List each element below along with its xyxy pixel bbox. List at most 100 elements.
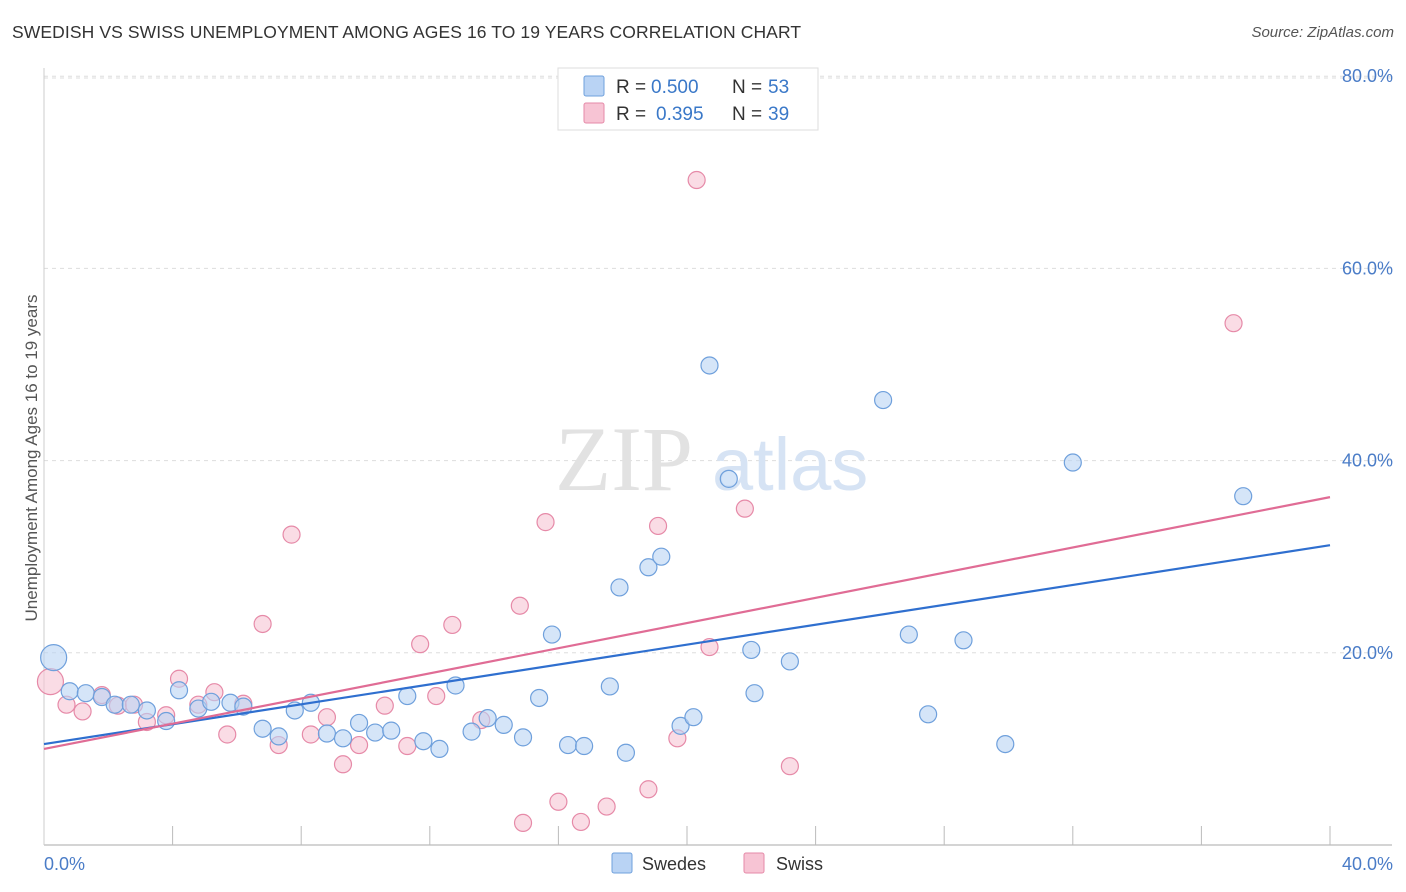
y-tick-label-3: 80.0% [1342,66,1393,86]
bottom-legend-swatch-swiss [743,852,765,874]
swedes-point-36 [616,743,636,762]
swiss-point-21 [398,736,417,756]
swedes-point-10 [202,692,221,711]
swiss-point-22 [411,635,430,654]
swedes-point-45 [780,652,799,671]
swedes-point-28 [494,715,513,734]
swedes-point-33 [575,736,594,756]
swedes-point-18 [333,729,353,748]
swiss-point-17 [317,708,337,727]
legend-n-value-swedes: 53 [768,77,789,98]
swiss-point-23 [427,686,446,706]
swiss-point-24 [443,615,462,635]
swedes-point-31 [542,625,562,644]
swedes-point-1 [60,682,79,701]
swedes-point-37 [639,558,658,577]
swiss-point-15 [282,525,301,544]
legend-r-label-swiss: R = [616,104,646,125]
swedes-point-49 [954,631,973,650]
x-tick-label-0: 0.0% [44,854,85,874]
swedes-point-13 [253,719,272,738]
swedes-point-29 [513,728,533,747]
x-tick-label-1: 40.0% [1342,854,1393,874]
swedes-trend-line [43,544,1331,746]
swedes-point-21 [382,721,401,740]
swedes-point-48 [919,705,938,724]
swiss-point-13 [253,614,272,634]
swedes-point-6 [137,701,156,720]
swedes-point-19 [349,713,369,733]
swiss-point-18 [333,755,353,774]
y-tick-label-1: 40.0% [1342,451,1393,471]
swedes-point-30 [530,688,549,708]
swedes-point-52 [1234,487,1253,506]
legend-swatch-swedes [583,75,605,97]
bottom-legend-label-swiss: Swiss [776,854,823,874]
swedes-point-27 [478,709,497,728]
y-tick-label-2: 60.0% [1342,258,1393,278]
swiss-trend-line [43,496,1331,750]
watermark-atlas: atlas [712,423,868,506]
swiss-point-33 [648,516,668,536]
swiss-point-35 [687,170,706,190]
swiss-point-28 [536,513,555,532]
legend-n-value-swiss: 39 [768,104,789,125]
swedes-point-46 [874,390,893,410]
swiss-point-20 [375,696,394,715]
swiss-point-16 [301,725,320,744]
swiss-point-37 [735,499,754,518]
swedes-point-44 [745,684,764,703]
swedes-point-50 [996,734,1015,754]
x-tick-labels: 0.0% 40.0% [44,854,1393,874]
bottom-legend-label-swedes: Swedes [642,854,706,874]
swiss-point-39 [1224,314,1243,333]
trend-lines [43,496,1331,750]
swedes-point-51 [1063,453,1082,472]
y-tick-labels: 20.0% 40.0% 60.0% 80.0% [1342,66,1393,663]
swiss-point-27 [513,813,533,832]
swiss-point-26 [510,596,529,615]
swiss-point-2 [73,702,92,721]
swedes-point-41 [700,356,719,375]
swedes-point-4 [105,695,124,714]
legend-r-value-swiss: 0.395 [656,104,704,125]
swiss-point-0 [36,668,65,696]
legend-n-label-swiss: N = [732,104,762,125]
swiss-point-11 [218,725,237,744]
legend-r-label-swedes: R = [616,77,646,98]
swiss-point-31 [597,797,616,816]
bottom-legend-swatch-swedes [611,852,633,874]
legend-swatch-swiss [583,102,605,124]
legend-n-label-swedes: N = [732,77,762,98]
y-tick-label-0: 20.0% [1342,643,1393,663]
watermark-zip: ZIP [555,408,693,510]
swiss-point-30 [571,812,591,832]
bottom-legend: Swedes Swiss [611,852,823,874]
swedes-point-35 [610,578,629,597]
swedes-point-2 [76,684,95,703]
x-tick-marks [172,826,1331,845]
swedes-point-38 [652,547,671,566]
legend: R = 0.500 N = 53 R = 0.395 N = 39 [557,67,819,131]
swiss-point-32 [639,780,658,799]
swedes-point-24 [430,739,449,759]
swedes-point-17 [317,724,337,743]
swedes-point-14 [269,727,288,746]
swedes-point-43 [742,640,761,660]
swedes-point-5 [121,695,140,714]
swedes-point-39 [671,716,690,735]
swedes-point-34 [600,677,619,696]
swedes-point-0 [40,644,68,672]
swiss-point-19 [349,735,369,755]
swiss-point-38 [780,757,799,776]
swedes-point-26 [462,722,481,741]
source-note: Source: ZipAtlas.com [1251,24,1394,41]
swedes-point-20 [366,723,385,742]
legend-r-value-swedes: 0.500 [651,77,699,98]
swedes-point-42 [719,469,738,488]
y-axis-label: Unemployment Among Ages 16 to 19 years [22,295,41,622]
swedes-point-8 [169,681,189,700]
swedes-point-40 [684,708,703,727]
swedes-point-23 [414,732,433,751]
